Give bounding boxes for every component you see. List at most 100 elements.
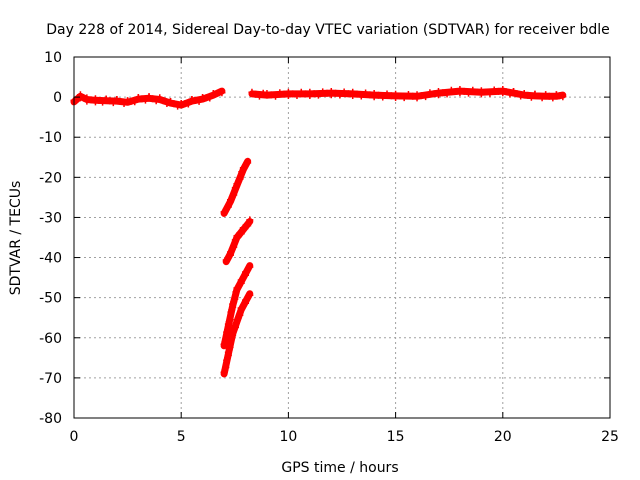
data-point — [559, 93, 567, 101]
data-point — [145, 93, 153, 101]
y-tick-label: -30 — [39, 210, 62, 226]
x-tick-label: 15 — [387, 429, 405, 445]
y-tick-label: -10 — [39, 130, 62, 146]
data-point — [426, 89, 434, 97]
data-point — [284, 88, 292, 96]
series-group — [220, 290, 254, 378]
data-point — [443, 90, 451, 98]
data-point — [184, 100, 192, 108]
data-point — [195, 97, 203, 105]
data-point — [473, 88, 481, 96]
y-axis-label: SDTVAR / TECUs — [8, 181, 24, 296]
series-group — [220, 262, 254, 350]
data-point — [149, 95, 157, 103]
series-group — [70, 87, 226, 110]
data-point — [236, 175, 244, 183]
y-tick-label: -20 — [39, 170, 62, 186]
data-point — [224, 203, 232, 211]
data-point — [332, 89, 340, 97]
x-tick-label: 10 — [279, 429, 297, 445]
data-point — [248, 88, 256, 96]
data-point — [280, 90, 288, 98]
data-point — [349, 88, 357, 96]
data-point — [302, 90, 310, 98]
data-point — [87, 96, 95, 104]
data-point — [272, 92, 280, 100]
data-point — [542, 91, 550, 99]
y-tick-label: -40 — [39, 251, 62, 267]
data-point — [246, 263, 254, 271]
data-point — [206, 94, 214, 102]
data-point — [469, 86, 477, 94]
data-point — [131, 98, 139, 106]
data-point — [170, 100, 178, 108]
data-point — [109, 99, 117, 107]
data-point — [417, 92, 425, 100]
data-point — [430, 90, 438, 98]
data-point — [166, 98, 174, 106]
data-point — [102, 95, 110, 103]
data-point — [357, 92, 365, 100]
data-point — [255, 92, 263, 100]
data-point — [439, 89, 447, 97]
data-point — [396, 92, 404, 100]
series-group — [222, 216, 254, 266]
data-point — [306, 88, 314, 96]
data-point — [191, 96, 199, 104]
data-point — [409, 92, 417, 100]
data-point — [323, 89, 331, 97]
data-point — [517, 92, 525, 100]
data-point — [226, 343, 234, 351]
data-point — [486, 89, 494, 97]
data-point — [387, 92, 395, 100]
data-point — [452, 87, 460, 95]
data-point — [116, 98, 124, 106]
data-series — [70, 85, 567, 378]
data-point — [552, 91, 560, 99]
x-tick-label: 5 — [177, 429, 186, 445]
data-point — [120, 100, 128, 108]
data-point — [531, 90, 539, 98]
data-point — [106, 97, 114, 105]
data-point — [460, 87, 468, 95]
data-point — [113, 96, 121, 104]
data-point — [231, 295, 239, 303]
data-point — [230, 243, 238, 251]
tick-labels: 0 5 10 15 20 25 10 0 -10 -20 -30 -40 -50 -60 -70 -80 — [39, 50, 619, 445]
data-point — [456, 85, 464, 93]
data-point — [527, 93, 535, 101]
data-point — [276, 89, 284, 97]
y-tick-label: 0 — [53, 90, 62, 106]
data-point — [327, 88, 335, 95]
data-point — [538, 94, 546, 102]
data-point — [490, 86, 498, 94]
data-point — [246, 291, 254, 299]
data-point — [314, 91, 322, 99]
data-point — [353, 90, 361, 98]
data-point — [499, 85, 507, 93]
x-tick-label: 20 — [494, 429, 512, 445]
chart-title: Day 228 of 2014, Sidereal Day-to-day VTE… — [46, 22, 610, 38]
data-point — [545, 92, 553, 100]
data-point — [502, 88, 510, 96]
data-point — [374, 91, 382, 99]
data-point — [141, 96, 149, 104]
data-point — [477, 87, 485, 95]
data-point — [392, 90, 400, 98]
data-point — [366, 91, 374, 99]
data-point — [336, 91, 344, 99]
data-point — [244, 222, 252, 230]
data-point — [344, 90, 352, 98]
data-point — [252, 90, 260, 98]
data-point — [413, 91, 421, 99]
data-point — [310, 90, 318, 98]
x-axis-label: GPS time / hours — [281, 460, 398, 476]
data-point — [447, 86, 455, 94]
data-point — [549, 94, 557, 102]
data-point — [91, 95, 99, 103]
data-point — [246, 216, 254, 224]
data-point — [222, 363, 230, 371]
data-point — [422, 93, 430, 101]
